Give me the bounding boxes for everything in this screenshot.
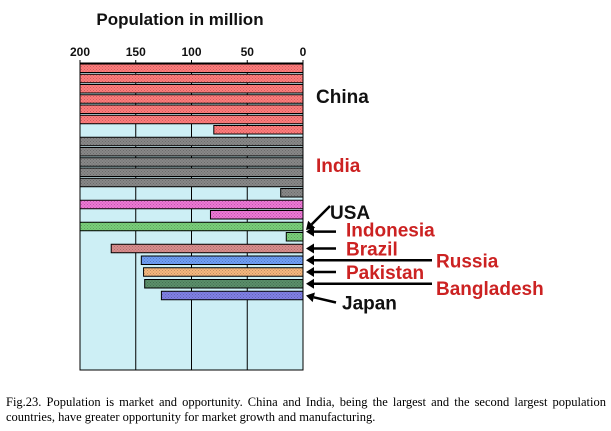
x-axis-ticks: 200 150 100 50 0 bbox=[70, 45, 307, 63]
arrow-head-bangladesh bbox=[306, 278, 314, 289]
bar-texture-usa-1 bbox=[80, 200, 303, 209]
bar-texture-pakistan-1 bbox=[143, 267, 303, 277]
country-label-japan: Japan bbox=[342, 294, 397, 315]
bar-texture-china-3 bbox=[80, 84, 303, 93]
x-tick-label-200: 200 bbox=[70, 45, 90, 59]
country-label-bangladesh: Bangladesh bbox=[436, 279, 544, 300]
bars bbox=[79, 63, 304, 301]
bar-texture-india-1 bbox=[80, 137, 303, 146]
population-chart: Population in million 200 150 100 50 0 China… bbox=[70, 10, 544, 371]
arrow-head-russia bbox=[306, 255, 314, 266]
bar-texture-bangladesh-1 bbox=[144, 279, 303, 288]
bar-texture-indonesia-2 bbox=[286, 232, 303, 241]
country-label-usa: USA bbox=[330, 203, 370, 224]
arrow-shaft-japan bbox=[313, 296, 337, 304]
bar-texture-china-5 bbox=[80, 105, 303, 114]
arrow-head-indonesia bbox=[306, 226, 314, 237]
bar-texture-china-2 bbox=[80, 74, 303, 83]
bar-texture-china-7 bbox=[213, 125, 303, 134]
chart-title: Population in million bbox=[96, 10, 263, 29]
arrow-head-pakistan bbox=[306, 267, 314, 277]
bar-texture-russia-1 bbox=[141, 256, 303, 265]
bar-texture-china-1 bbox=[80, 64, 303, 73]
bar-texture-china-4 bbox=[80, 94, 303, 104]
country-label-brazil: Brazil bbox=[346, 240, 398, 261]
arrow-shaft-usa bbox=[310, 205, 331, 226]
x-tick-label-0: 0 bbox=[300, 45, 307, 59]
country-label-china: China bbox=[316, 87, 369, 108]
bar-texture-china-6 bbox=[80, 115, 303, 124]
bar-texture-india-2 bbox=[80, 147, 303, 156]
figure-caption: Fig.23. Population is market and opportu… bbox=[6, 395, 606, 424]
plot-frame bbox=[79, 62, 304, 371]
x-tick-label-150: 150 bbox=[126, 45, 146, 59]
arrow-head-brazil bbox=[306, 243, 314, 254]
bar-texture-brazil-1 bbox=[111, 244, 303, 253]
bar-texture-japan-1 bbox=[161, 291, 303, 300]
country-label-pakistan: Pakistan bbox=[346, 263, 424, 284]
country-label-russia: Russia bbox=[436, 251, 499, 272]
bar-texture-india-4 bbox=[80, 168, 303, 177]
bar-texture-india-5 bbox=[80, 178, 303, 187]
x-tick-label-50: 50 bbox=[241, 45, 255, 59]
arrow-head-japan bbox=[306, 292, 315, 303]
country-label-india: India bbox=[316, 156, 361, 177]
bar-texture-usa-2 bbox=[210, 210, 303, 219]
bar-texture-india-3 bbox=[80, 157, 303, 167]
bar-texture-indonesia-1 bbox=[80, 222, 303, 231]
x-tick-label-100: 100 bbox=[181, 45, 201, 59]
country-label-indonesia: Indonesia bbox=[346, 221, 435, 242]
bar-texture-india-6 bbox=[280, 188, 303, 197]
